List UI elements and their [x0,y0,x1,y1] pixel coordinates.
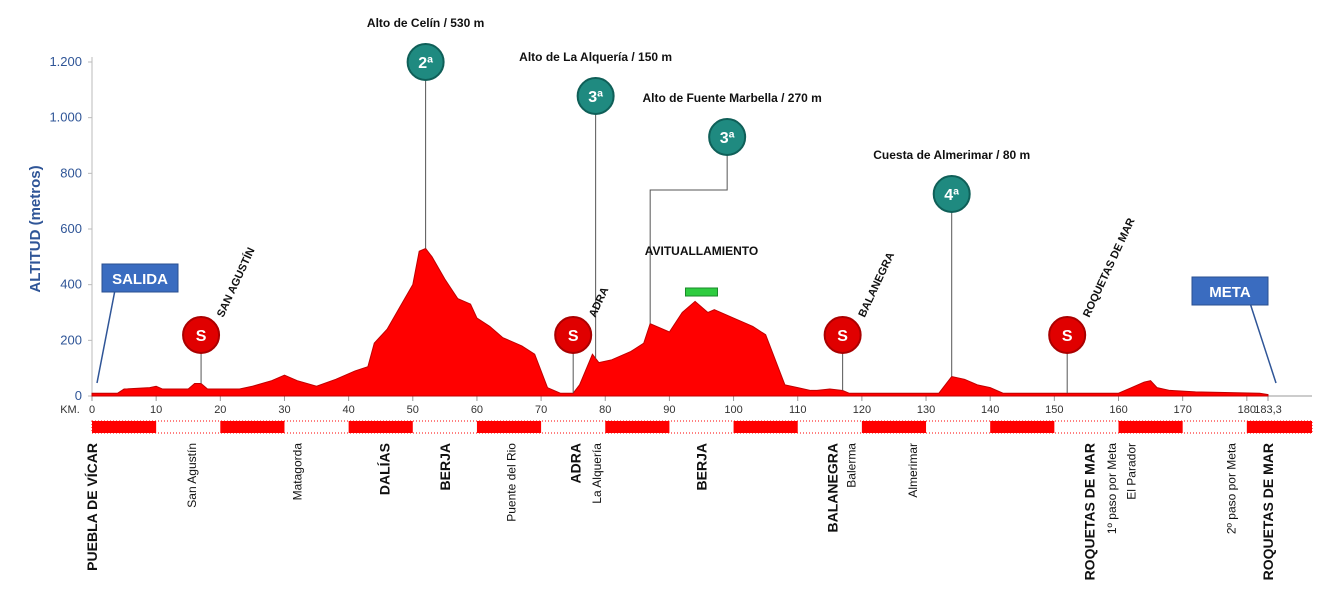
climb-marker [406,43,445,81]
y-tick-label: 1.000 [49,110,82,125]
town: BERJA [437,443,453,490]
town: ROQUETAS DE MAR [1082,443,1098,580]
town: Balerma [845,443,859,488]
sprint-marker [182,316,221,354]
town: ADRA [568,443,584,483]
start-box [101,263,179,293]
arrow [1249,302,1277,384]
km-segment [92,421,157,433]
town: 1º paso por Meta [1105,443,1119,534]
sprint-marker [554,316,593,354]
km-segment [605,421,670,433]
x-tick-label: 80 [599,404,611,416]
climb-line [649,155,728,324]
x-tick-label: 160 [1109,404,1127,416]
climb-name: Alto de La Alquería / 150 m [519,50,672,64]
x-tick-label: 0 [89,404,95,416]
x-tick-label: 150 [1045,404,1063,416]
y-tick-label: 200 [60,332,82,347]
x-tick-label: 60 [471,404,483,416]
x-tick-label: 100 [724,404,742,416]
climb-name: Alto de Fuente Marbella / 270 m [642,91,821,105]
km-segment [733,421,798,433]
climb-category: 3ª [588,89,603,106]
climb-category: 3ª [720,130,735,147]
x-tick-label: 130 [917,404,935,416]
x-tick-label: 183,3 [1254,404,1282,416]
y-tick-label: 400 [60,277,82,292]
km-segment [1268,421,1312,433]
town: Almerimar [906,443,920,498]
x-tick-label: 10 [150,404,162,416]
km-segment [348,421,413,433]
x-tick-label: 40 [343,404,355,416]
sprint-name: BALANEGRA [856,250,897,319]
x-tick-label: 120 [853,404,871,416]
x-tick-label: 70 [535,404,547,416]
y-tick-label: 600 [60,221,82,236]
x-tick-label: 170 [1173,404,1191,416]
finish-label: META [1209,284,1251,301]
town: PUEBLA DE VÍCAR [84,443,100,571]
sprint-name: ADRA [587,285,611,319]
x-tick-label: 50 [407,404,419,416]
finish-box [1191,276,1269,306]
arrow [96,289,116,384]
x-tick-label: 180 [1238,404,1256,416]
x-tick-label: 90 [663,404,675,416]
km-segment [1118,421,1183,433]
town: 2º paso por Meta [1224,443,1238,534]
climb-marker [932,175,971,213]
profile [91,247,1269,397]
km-segment [220,421,285,433]
km-segment [476,421,542,433]
town: ROQUETAS DE MAR [1260,443,1276,580]
x-tick-label: 140 [981,404,999,416]
x-tick-label: 20 [214,404,226,416]
climb-marker [708,118,747,156]
sprint-marker [823,316,862,354]
sprint-symbol: S [568,328,579,345]
climb-name: Alto de Celín / 530 m [367,16,484,30]
climb-category: 2ª [418,55,433,72]
town: El Parador [1124,443,1138,500]
x-unit: KM. [60,404,80,416]
sprint-symbol: S [196,328,207,345]
climb-category: 4ª [944,187,959,204]
km-segment [861,421,927,433]
sprint-symbol: S [1062,328,1073,345]
sprint-symbol: S [837,328,848,345]
town: BALANEGRA [824,443,840,532]
start-label: SALIDA [112,271,168,288]
feed-marker [684,287,718,297]
sprint-name: ROQUETAS DE MAR [1081,216,1138,319]
y-tick-label: 0 [75,388,82,403]
town: San Agustín [185,443,199,508]
x-tick-label: 110 [789,404,807,416]
climb-marker [576,77,615,115]
y-tick-label: 800 [60,165,82,180]
sprint-name: SAN AGUSTÍN [214,245,258,319]
y-tick-label: 1.200 [49,54,82,69]
y-axis-label: ALTITUD (metros) [27,165,44,292]
climb-name: Cuesta de Almerimar / 80 m [873,148,1030,162]
sprint-marker [1048,316,1087,354]
x-tick-label: 30 [278,404,290,416]
feed-name: AVITUALLAMIENTO [645,244,759,258]
town: Matagorda [290,443,304,501]
town: Puente del Rio [505,443,519,522]
town: DALÍAS [377,443,393,495]
town: BERJA [693,443,709,490]
town: La Alquería [590,443,604,504]
km-segment [990,421,1055,433]
